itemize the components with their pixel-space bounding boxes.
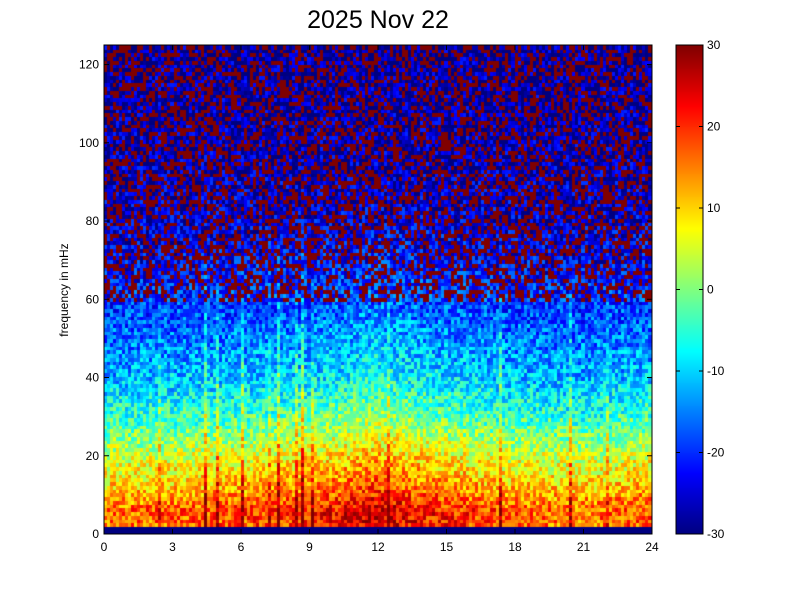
- x-tick-label: 21: [577, 540, 591, 554]
- plot-frame-box: [103, 44, 653, 535]
- y-tick-label: 40: [86, 371, 100, 385]
- colorbar-tick-label: 10: [707, 201, 721, 215]
- x-tick-label: 9: [306, 540, 313, 554]
- colorbar-frame: [675, 44, 704, 535]
- x-tick-label: 24: [645, 540, 659, 554]
- chart-title: 2025 Nov 22: [307, 6, 449, 34]
- colorbar-tick-label: 30: [707, 38, 721, 52]
- y-tick-label: 0: [92, 527, 99, 541]
- y-tick-label: 80: [86, 214, 100, 228]
- y-tick-label: 60: [86, 292, 100, 306]
- spectrogram-heatmap: [104, 45, 652, 534]
- x-tick-label: 18: [508, 540, 522, 554]
- colorbar-tick-label: -20: [707, 446, 725, 460]
- y-tick-label: 120: [79, 58, 99, 72]
- x-tick-label: 0: [101, 540, 108, 554]
- x-tick-label: 15: [440, 540, 454, 554]
- colorbar-gradient: [676, 45, 703, 534]
- x-tick-label: 12: [371, 540, 385, 554]
- colorbar-tick-label: 20: [707, 120, 721, 134]
- y-tick-label: 20: [86, 449, 100, 463]
- colorbar-tick-label: 0: [707, 283, 714, 297]
- y-tick-label: 100: [79, 136, 99, 150]
- colorbar-tick-label: -30: [707, 527, 725, 541]
- x-tick-label: 3: [169, 540, 176, 554]
- colorbar-tick-label: -10: [707, 364, 725, 378]
- x-tick-label: 6: [238, 540, 245, 554]
